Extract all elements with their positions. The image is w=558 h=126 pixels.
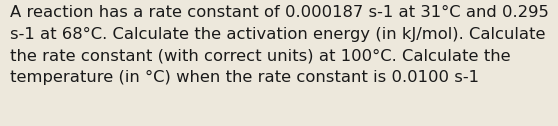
Text: A reaction has a rate constant of 0.000187 s-1 at 31°C and 0.295
s-1 at 68°C. Ca: A reaction has a rate constant of 0.0001… bbox=[10, 5, 549, 85]
